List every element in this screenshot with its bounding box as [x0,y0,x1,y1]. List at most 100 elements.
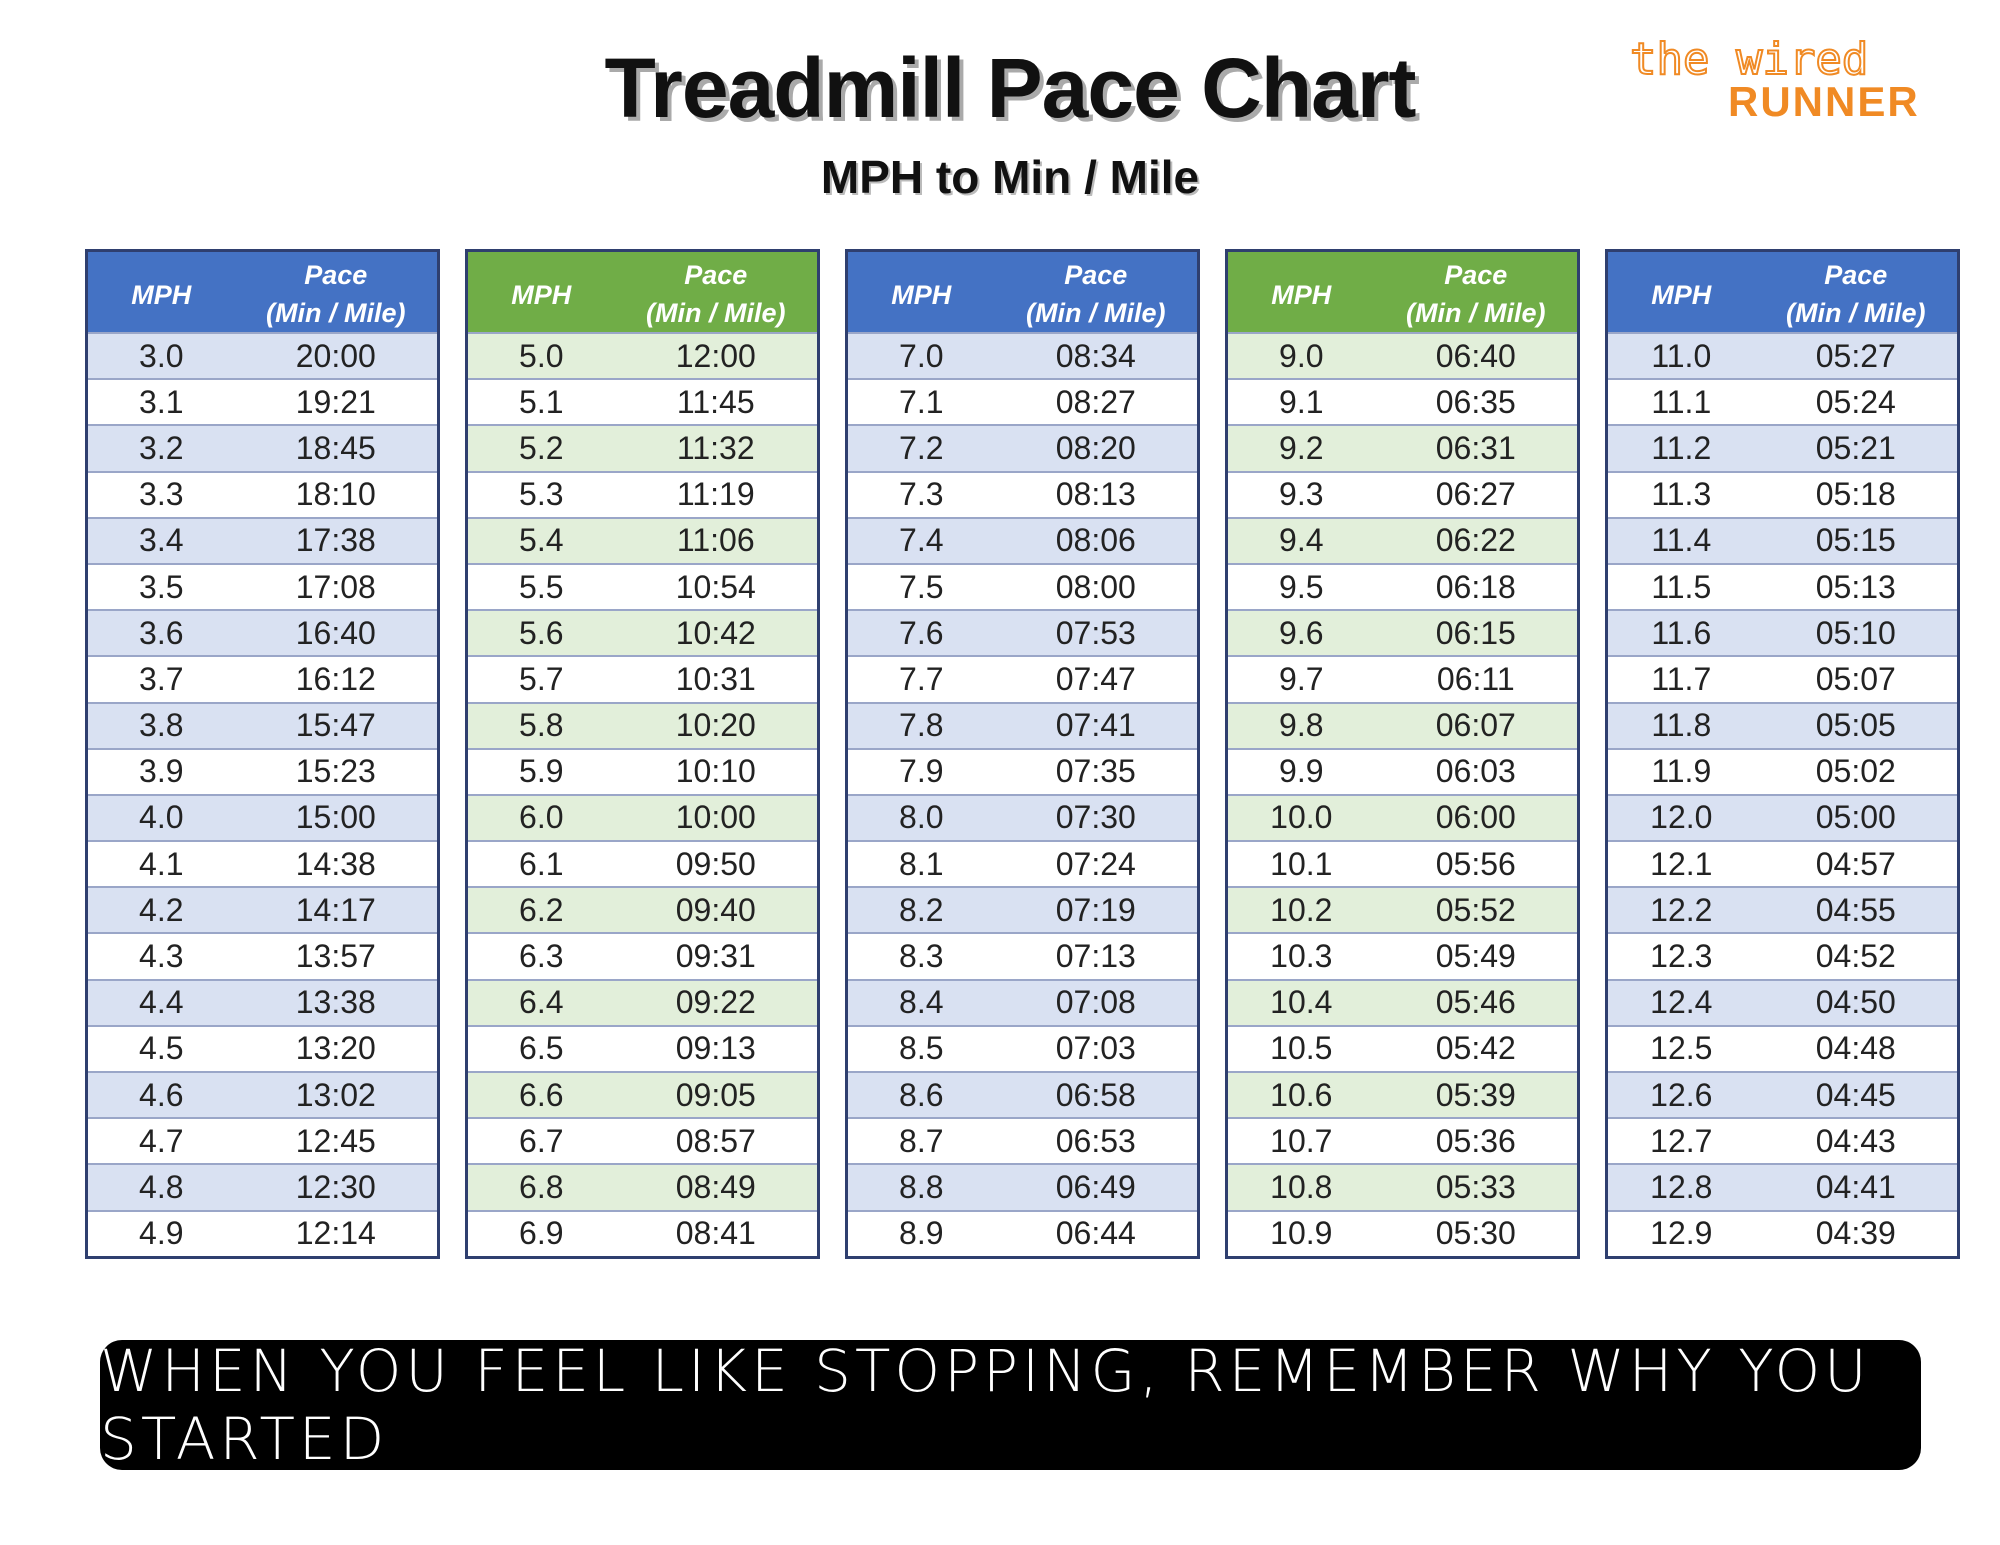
pace-cell: 18:10 [295,476,376,513]
column-header: MPH [891,280,952,310]
table-row: 3.4 17:38 [88,516,437,563]
table-row: 6.4 09:22 [468,978,817,1025]
pace-cell: 10:00 [675,799,756,836]
table-row: 3.9 15:23 [88,747,437,794]
mph-cell: 10.5 [1270,1030,1333,1067]
table-row: 3.6 16:40 [88,609,437,656]
mph-cell: 5.2 [519,429,564,466]
pace-cell: 14:38 [295,845,376,882]
pace-cell: 17:38 [295,522,376,559]
pace-cell: 05:07 [1815,660,1896,697]
pace-cell: 09:13 [675,1030,756,1067]
mph-cell: 5.3 [519,476,564,513]
pace-cell: 13:20 [295,1030,376,1067]
pace-table: MPH Pace (Min / Mile) 9.0 06:40 9.1 06:35 9.2 06… [1225,249,1580,1259]
mph-cell: 3.9 [139,753,184,790]
table-row: 12.2 04:55 [1608,886,1957,933]
mph-cell: 9.6 [1279,614,1324,651]
table-row: 4.8 12:30 [88,1163,437,1210]
mph-cell: 9.4 [1279,522,1324,559]
table-row: 9.3 06:27 [1228,470,1577,517]
table-row: 10.7 05:36 [1228,1117,1577,1164]
table-row: 12.7 04:43 [1608,1117,1957,1164]
table-row: 6.3 09:31 [468,932,817,979]
pace-cell: 09:05 [675,1076,756,1113]
pace-cell: 06:44 [1055,1215,1136,1252]
pace-cell: 13:02 [295,1076,376,1113]
pace-cell: 07:24 [1055,845,1136,882]
table-row: 5.7 10:31 [468,655,817,702]
pace-cell: 16:40 [295,614,376,651]
table-row: 3.8 15:47 [88,701,437,748]
mph-cell: 7.6 [899,614,944,651]
mph-cell: 8.8 [899,1168,944,1205]
pace-cell: 08:13 [1055,476,1136,513]
pace-cell: 05:00 [1815,799,1896,836]
table-row: 12.9 04:39 [1608,1209,1957,1256]
table-row: 8.2 07:19 [848,886,1197,933]
mph-cell: 9.2 [1279,429,1324,466]
table-row: 12.5 04:48 [1608,1024,1957,1071]
table-row: 10.3 05:49 [1228,932,1577,979]
mph-cell: 5.5 [519,568,564,605]
table-row: 4.2 14:17 [88,886,437,933]
mph-cell: 3.1 [139,383,184,420]
logo-text: the wired [1629,33,1869,86]
pace-cell: 07:13 [1055,938,1136,975]
pace-cell: 07:03 [1055,1030,1136,1067]
mph-cell: 4.4 [139,984,184,1021]
table-row: 4.7 12:45 [88,1117,437,1164]
table-row: 8.0 07:30 [848,793,1197,841]
mph-cell: 8.9 [899,1215,944,1252]
mph-cell: 12.3 [1650,938,1713,975]
table-row: 7.9 07:35 [848,747,1197,794]
table-row: 6.9 08:41 [468,1209,817,1256]
mph-cell: 3.2 [139,429,184,466]
mph-cell: 10.1 [1270,845,1333,882]
table-header: MPH Pace (Min / Mile) [468,252,817,332]
table-row: 11.1 05:24 [1608,378,1957,425]
pace-cell: 15:23 [295,753,376,790]
table-header: MPH Pace (Min / Mile) [1228,252,1577,332]
table-row: 8.9 06:44 [848,1209,1197,1256]
table-row: 9.7 06:11 [1228,655,1577,702]
pace-cell: 04:48 [1815,1030,1896,1067]
mph-cell: 12.1 [1650,845,1713,882]
pace-cell: 06:27 [1435,476,1516,513]
table-row: 11.3 05:18 [1608,470,1957,517]
mph-cell: 9.0 [1279,337,1324,374]
table-row: 5.0 12:00 [468,332,817,379]
mph-cell: 4.7 [139,1122,184,1159]
table-row: 9.0 06:40 [1228,332,1577,379]
mph-cell: 11.3 [1651,476,1712,513]
pace-cell: 13:57 [295,938,376,975]
pace-cell: 15:00 [295,799,376,836]
pace-cell: 14:17 [295,891,376,928]
pace-cell: 06:18 [1435,568,1516,605]
column-header: Pace [304,260,368,290]
mph-cell: 9.1 [1279,383,1324,420]
mph-cell: 11.0 [1651,337,1712,374]
pace-cell: 10:10 [675,753,756,790]
table-row: 4.3 13:57 [88,932,437,979]
pace-cell: 11:32 [676,429,755,466]
mph-cell: 10.8 [1270,1168,1333,1205]
pace-cell: 20:00 [295,337,376,374]
pace-cell: 07:53 [1055,614,1136,651]
table-row: 7.3 08:13 [848,470,1197,517]
table-row: 5.9 10:10 [468,747,817,794]
pace-cell: 06:53 [1055,1122,1136,1159]
pace-cell: 11:19 [676,476,755,513]
pace-cell: 05:52 [1435,891,1516,928]
table-row: 6.2 09:40 [468,886,817,933]
pace-cell: 06:49 [1055,1168,1136,1205]
table-row: 5.4 11:06 [468,516,817,563]
pace-cell: 05:42 [1435,1030,1516,1067]
pace-cell: 05:13 [1815,568,1896,605]
pace-cell: 08:06 [1055,522,1136,559]
table-row: 4.9 12:14 [88,1209,437,1256]
pace-cell: 05:46 [1435,984,1516,1021]
pace-cell: 06:58 [1055,1076,1136,1113]
table-row: 4.0 15:00 [88,793,437,841]
table-row: 12.3 04:52 [1608,932,1957,979]
